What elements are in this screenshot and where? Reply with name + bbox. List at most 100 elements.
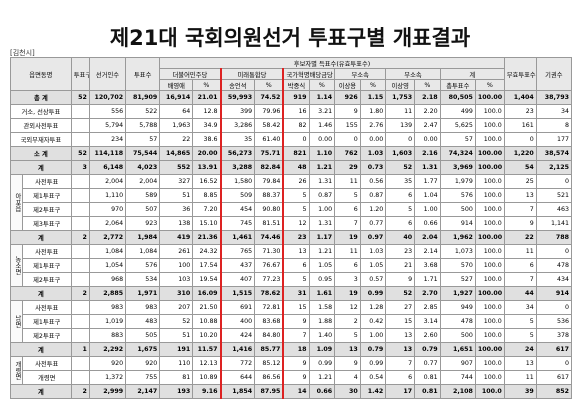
empty-cell [70, 216, 90, 231]
cell: 907 [439, 356, 476, 371]
cell: 23 [385, 244, 416, 259]
cell: 31 [282, 286, 310, 301]
cell: 85.77 [254, 342, 285, 357]
sub-header: 송언석 [219, 79, 256, 91]
cell: 13.91 [192, 160, 222, 175]
cell: 13 [385, 328, 416, 343]
cell: 100.00 [474, 160, 505, 175]
row-name: 관외사전투표 [10, 118, 72, 133]
cell: 378 [535, 328, 573, 343]
cell: 3.68 [414, 258, 441, 273]
cell: 1.10 [308, 146, 336, 161]
table-row: 제3투표구 2,064 923 138 15.10 745 81.51 12 1.31 7 0.77… [11, 216, 573, 231]
cell: 1,962 [439, 230, 476, 245]
cell: 5 [503, 328, 537, 343]
cell: 499 [439, 104, 476, 119]
cell: 100.0 [474, 202, 505, 217]
cell: 2.47 [414, 118, 441, 133]
cell: 0.66 [414, 216, 441, 231]
cell: 1,984 [125, 230, 161, 245]
cell: 54 [503, 160, 537, 175]
cell: 983 [88, 300, 127, 315]
cell: 9 [334, 104, 361, 119]
cell: 38.6 [192, 132, 222, 147]
cell: 100.0 [474, 272, 505, 287]
cell: 12.8 [192, 104, 222, 119]
cell: 83.68 [254, 314, 285, 329]
sub-header: 박중식 [282, 79, 310, 91]
cell: 13 [282, 244, 310, 259]
cell: 24 [503, 342, 537, 357]
cell: 25 [503, 174, 537, 189]
cell: 30 [334, 384, 361, 399]
subtitle: [김천시] [10, 49, 35, 57]
cell: 20.00 [192, 146, 222, 161]
cell: 576 [439, 188, 476, 203]
cell: 4,023 [125, 160, 161, 175]
cell: 617 [535, 370, 573, 385]
cell: 78.62 [254, 286, 285, 301]
cell: 61.40 [254, 132, 285, 147]
cell: 19.54 [192, 272, 222, 287]
row-name: 사전투표 [21, 174, 72, 189]
cell: 2.60 [414, 328, 441, 343]
cell: 2.16 [414, 146, 441, 161]
table-row: 제1투표구 1,110 589 51 8.85 509 88.37 5 0.87 5 0.87 6 1.… [11, 188, 573, 203]
cell: 13 [503, 188, 537, 203]
row-name: 개령면 [21, 370, 72, 385]
cell: 16.52 [192, 174, 222, 189]
cell: 100.00 [474, 286, 505, 301]
cell: 17 [385, 384, 416, 399]
cell: 71.30 [254, 244, 285, 259]
cell: 1,979 [439, 174, 476, 189]
group-label: 농소면 [10, 244, 23, 287]
cell: 521 [535, 188, 573, 203]
cell: 0.73 [359, 160, 387, 175]
cell: 11 [334, 174, 361, 189]
cell: 100.0 [474, 132, 505, 147]
cell: 23 [503, 104, 537, 119]
group-label: 아포읍 [10, 174, 23, 231]
cell: 9.16 [192, 384, 222, 399]
cell: 57 [125, 132, 161, 147]
cell: 9 [282, 356, 310, 371]
row-name: 제1투표구 [21, 314, 72, 329]
cell: 788 [535, 230, 573, 245]
cell: 0.81 [414, 384, 441, 399]
cell: 0.97 [359, 230, 387, 245]
row-name: 제2투표구 [21, 272, 72, 287]
cell: 57 [439, 132, 476, 147]
cell: 1.04 [414, 188, 441, 203]
cell: 52 [70, 146, 90, 161]
table-row: 총 계 52 120,702 81,909 16,914 21.01 59,993 74.52… [10, 90, 573, 105]
cell: 552 [159, 160, 194, 175]
party-header: 무소속 [385, 68, 441, 80]
cell: 103 [159, 272, 194, 287]
row-name: 계 [10, 286, 72, 301]
row-name: 국외부재자투표 [10, 132, 72, 147]
cell: 400 [219, 314, 256, 329]
cell: 34 [503, 300, 537, 315]
sub-header: % [308, 79, 336, 91]
cell: 6 [334, 258, 361, 273]
empty-cell [70, 370, 90, 385]
cell: 79.96 [254, 104, 285, 119]
cell: 1.61 [308, 286, 336, 301]
cell: 1.00 [414, 202, 441, 217]
cell: 576 [125, 258, 161, 273]
cell: 500 [439, 202, 476, 217]
sub-header: 총투표수 [439, 79, 476, 91]
cell: 3 [70, 160, 90, 175]
cell: 84.80 [254, 328, 285, 343]
cell: 0.99 [359, 356, 387, 371]
row-name: 총 계 [10, 90, 72, 105]
cell: 3 [334, 272, 361, 287]
cell: 1.71 [414, 272, 441, 287]
sub-header: 이상영 [385, 79, 416, 91]
cell: 7 [385, 356, 416, 371]
cell: 1.09 [308, 342, 336, 357]
cell: 1.21 [308, 370, 336, 385]
cell: 79.84 [254, 174, 285, 189]
cell: 505 [125, 328, 161, 343]
party-header: 더불어민주당 [159, 68, 222, 80]
